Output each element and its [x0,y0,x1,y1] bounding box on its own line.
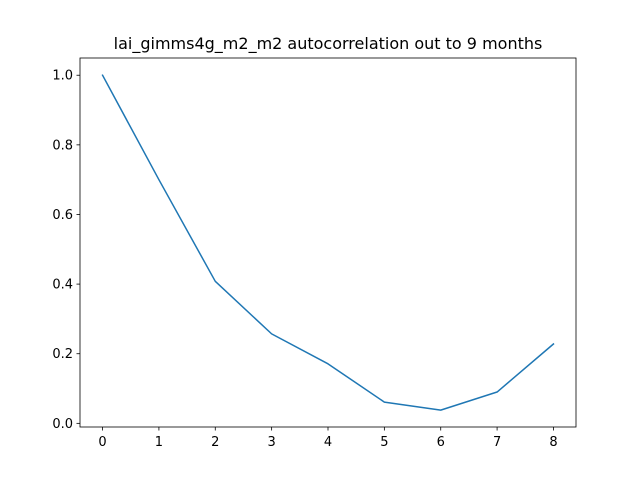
x-tick-label: 3 [267,435,275,450]
y-tick-label: 0.2 [52,347,73,362]
y-tick-label: 1.0 [52,69,73,84]
x-tick-label: 7 [493,435,501,450]
y-tick-label: 0.8 [52,138,73,153]
x-tick-label: 0 [98,435,106,450]
x-axis: 0 1 2 3 4 5 6 7 8 [98,427,558,450]
y-tick-label: 0.6 [52,208,73,223]
y-tick-label: 0.0 [52,417,73,432]
y-tick-label: 0.4 [52,278,73,293]
y-axis: 0.0 0.2 0.4 0.6 0.8 1.0 [52,69,80,432]
x-tick-label: 6 [437,435,445,450]
x-tick-label: 1 [155,435,163,450]
series-line-0 [101,74,555,411]
chart-title: lai_gimms4g_m2_m2 autocorrelation out to… [114,34,543,54]
x-tick-label: 5 [380,435,388,450]
plot-frame [79,57,577,428]
x-tick-label: 2 [211,435,219,450]
plot-area [79,57,577,428]
x-tick-label: 8 [549,435,557,450]
x-tick-label: 4 [324,435,332,450]
